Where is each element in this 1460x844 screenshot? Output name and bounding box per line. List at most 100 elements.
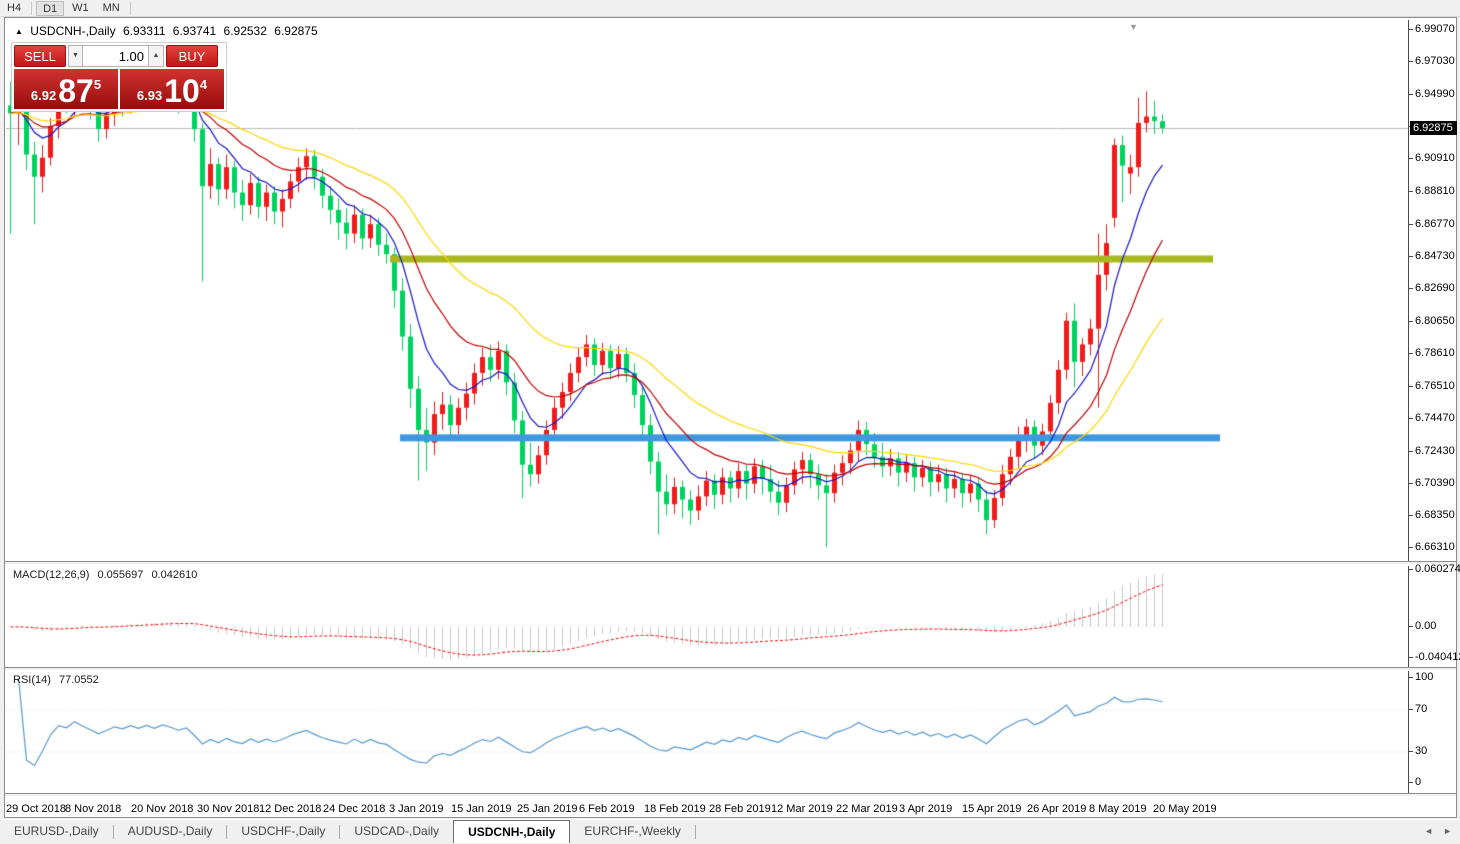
date-label: 15 Apr 2019 — [962, 803, 1022, 815]
price-axis-label: 6.74470 — [1409, 412, 1455, 425]
buy-price-box[interactable]: 6.93 10 4 — [120, 69, 224, 109]
one-click-trading-widget: SELL ▼ ▲ BUY 6.92 87 5 6.93 10 4 — [11, 42, 227, 112]
date-label: 20 May 2019 — [1153, 803, 1217, 815]
price-axis-label: 6.76510 — [1409, 380, 1455, 393]
bid-price-tag: 6.92875 — [1410, 121, 1457, 136]
tab-eurchf-weekly[interactable]: EURCHF-,Weekly — [584, 824, 681, 838]
price-axis-label: 6.84730 — [1409, 249, 1455, 262]
panel-splitter[interactable] — [5, 667, 1456, 671]
date-label: 25 Jan 2019 — [517, 803, 578, 815]
chart-shift-triangle-icon[interactable]: ▼ — [1129, 22, 1138, 32]
chart-window: ▲ USDCNH-,Daily 6.93311 6.93741 6.92532 … — [4, 17, 1460, 818]
tab-divider — [112, 825, 114, 839]
panel-splitter[interactable] — [5, 561, 1456, 565]
tab-eurusd-daily[interactable]: EURUSD-,Daily — [14, 824, 99, 838]
timeframe-button-w1[interactable]: W1 — [72, 1, 89, 14]
tab-usdchf-daily[interactable]: USDCHF-,Daily — [241, 824, 326, 838]
macd-axis-label: 0.00 — [1408, 620, 1437, 632]
price-axis-label: 6.99070 — [1409, 23, 1455, 35]
tab-scroll-right-icon[interactable]: ► — [1443, 826, 1452, 836]
tab-scroll-left-icon[interactable]: ◄ — [1424, 826, 1434, 836]
tab-divider — [694, 825, 696, 839]
toolbar-separator — [129, 1, 131, 15]
tab-divider — [226, 825, 228, 839]
macd-signal-value: 0.042610 — [151, 569, 198, 581]
tab-divider — [339, 825, 341, 839]
volume-input[interactable] — [83, 45, 149, 67]
ohlc-close: 6.92875 — [274, 24, 318, 38]
symbol-tabbar: EURUSD-,Daily AUDUSD-,Daily USDCHF-,Dail… — [0, 819, 1460, 843]
tab-usdcad-daily[interactable]: USDCAD-,Daily — [354, 824, 440, 838]
date-label: 24 Dec 2018 — [323, 803, 386, 815]
rsi-axis-label: 30 — [1408, 744, 1428, 757]
date-label: 8 May 2019 — [1089, 803, 1147, 815]
panel-splitter[interactable] — [5, 793, 1456, 797]
price-axis-label: 6.68350 — [1409, 509, 1455, 522]
rsi-label: RSI(14) 77.0552 — [13, 674, 104, 686]
price-chart-canvas[interactable] — [6, 20, 1408, 560]
price-axis-label: 6.90910 — [1409, 152, 1455, 165]
date-label: 8 Nov 2018 — [65, 803, 122, 815]
sell-price-pip: 5 — [93, 77, 102, 92]
ohlc-high: 6.93741 — [172, 24, 217, 38]
date-label: 12 Dec 2018 — [259, 803, 322, 815]
ohlc-open: 6.93311 — [122, 24, 166, 38]
rsi-plot[interactable] — [6, 671, 1409, 793]
macd-axis-label: -0.040412 — [1409, 651, 1460, 663]
price-axis-label: 6.72430 — [1409, 444, 1455, 457]
date-label: 15 Jan 2019 — [451, 803, 512, 815]
rsi-value: 77.0552 — [58, 674, 99, 686]
chart-symbol-period: USDCNH-,Daily — [30, 24, 116, 38]
date-label: 20 Nov 2018 — [131, 803, 194, 815]
timeframe-button-d1[interactable]: D1 — [36, 0, 65, 16]
volume-increase-button[interactable]: ▲ — [149, 45, 164, 67]
macd-main-value: 0.055697 — [97, 569, 144, 581]
price-axis-label: 6.78610 — [1409, 346, 1455, 359]
date-label: 12 Mar 2019 — [771, 803, 833, 815]
price-chart-plot[interactable] — [6, 20, 1409, 561]
toolbar-separator — [31, 1, 33, 15]
date-label: 28 Feb 2019 — [709, 803, 771, 815]
timeframe-button-mn[interactable]: MN — [102, 1, 120, 14]
macd-axis-label: 0.060274 — [1409, 563, 1460, 575]
timeframe-toolbar: H4 D1 W1 MN — [0, 0, 1460, 17]
macd-label: MACD(12,26,9) 0.055697 0.042610 — [13, 569, 202, 581]
sell-price-prefix: 6.92 — [30, 88, 57, 103]
date-label: 22 Mar 2019 — [836, 803, 898, 815]
date-label: 30 Nov 2018 — [197, 803, 260, 815]
rsi-axis-label: 100 — [1408, 671, 1434, 683]
date-label: 26 Apr 2019 — [1027, 803, 1087, 815]
rsi-axis-label: 0 — [1408, 776, 1422, 788]
macd-canvas[interactable] — [6, 566, 1408, 666]
macd-plot[interactable] — [6, 566, 1409, 667]
buy-price-pip: 4 — [199, 77, 208, 92]
buy-price-big: 10 — [164, 73, 200, 109]
rsi-axis-label: 70 — [1408, 702, 1428, 715]
price-axis-label: 6.66310 — [1409, 541, 1455, 554]
price-axis-label: 6.80650 — [1409, 314, 1455, 327]
sell-price-box[interactable]: 6.92 87 5 — [14, 69, 118, 109]
price-axis-label: 6.88810 — [1409, 185, 1455, 198]
price-axis-label: 6.94990 — [1409, 87, 1455, 100]
price-axis-label: 6.82690 — [1409, 282, 1455, 295]
tab-audusd-daily[interactable]: AUDUSD-,Daily — [127, 824, 213, 838]
date-label: 3 Jan 2019 — [389, 803, 444, 815]
tab-usdcnh-daily[interactable]: USDCNH-,Daily — [453, 820, 571, 843]
date-label: 6 Feb 2019 — [579, 803, 635, 815]
chart-title: ▲ USDCNH-,Daily 6.93311 6.93741 6.92532 … — [15, 24, 322, 38]
buy-button[interactable]: BUY — [166, 45, 218, 67]
date-label: 29 Oct 2018 — [6, 803, 66, 815]
date-label: 18 Feb 2019 — [644, 803, 706, 815]
macd-name: MACD(12,26,9) — [13, 569, 90, 581]
date-label: 3 Apr 2019 — [899, 803, 953, 815]
rsi-canvas[interactable] — [6, 671, 1408, 793]
price-axis-label: 6.86770 — [1409, 217, 1455, 230]
one-click-collapse-icon[interactable]: ▲ — [15, 27, 23, 36]
volume-decrease-button[interactable]: ▼ — [68, 45, 83, 67]
rsi-name: RSI(14) — [13, 674, 51, 686]
timeframe-button-h4[interactable]: H4 — [7, 1, 22, 14]
buy-price-prefix: 6.93 — [136, 88, 163, 103]
time-axis[interactable] — [5, 797, 1456, 817]
sell-price-big: 87 — [58, 73, 94, 109]
sell-button[interactable]: SELL — [14, 45, 66, 67]
